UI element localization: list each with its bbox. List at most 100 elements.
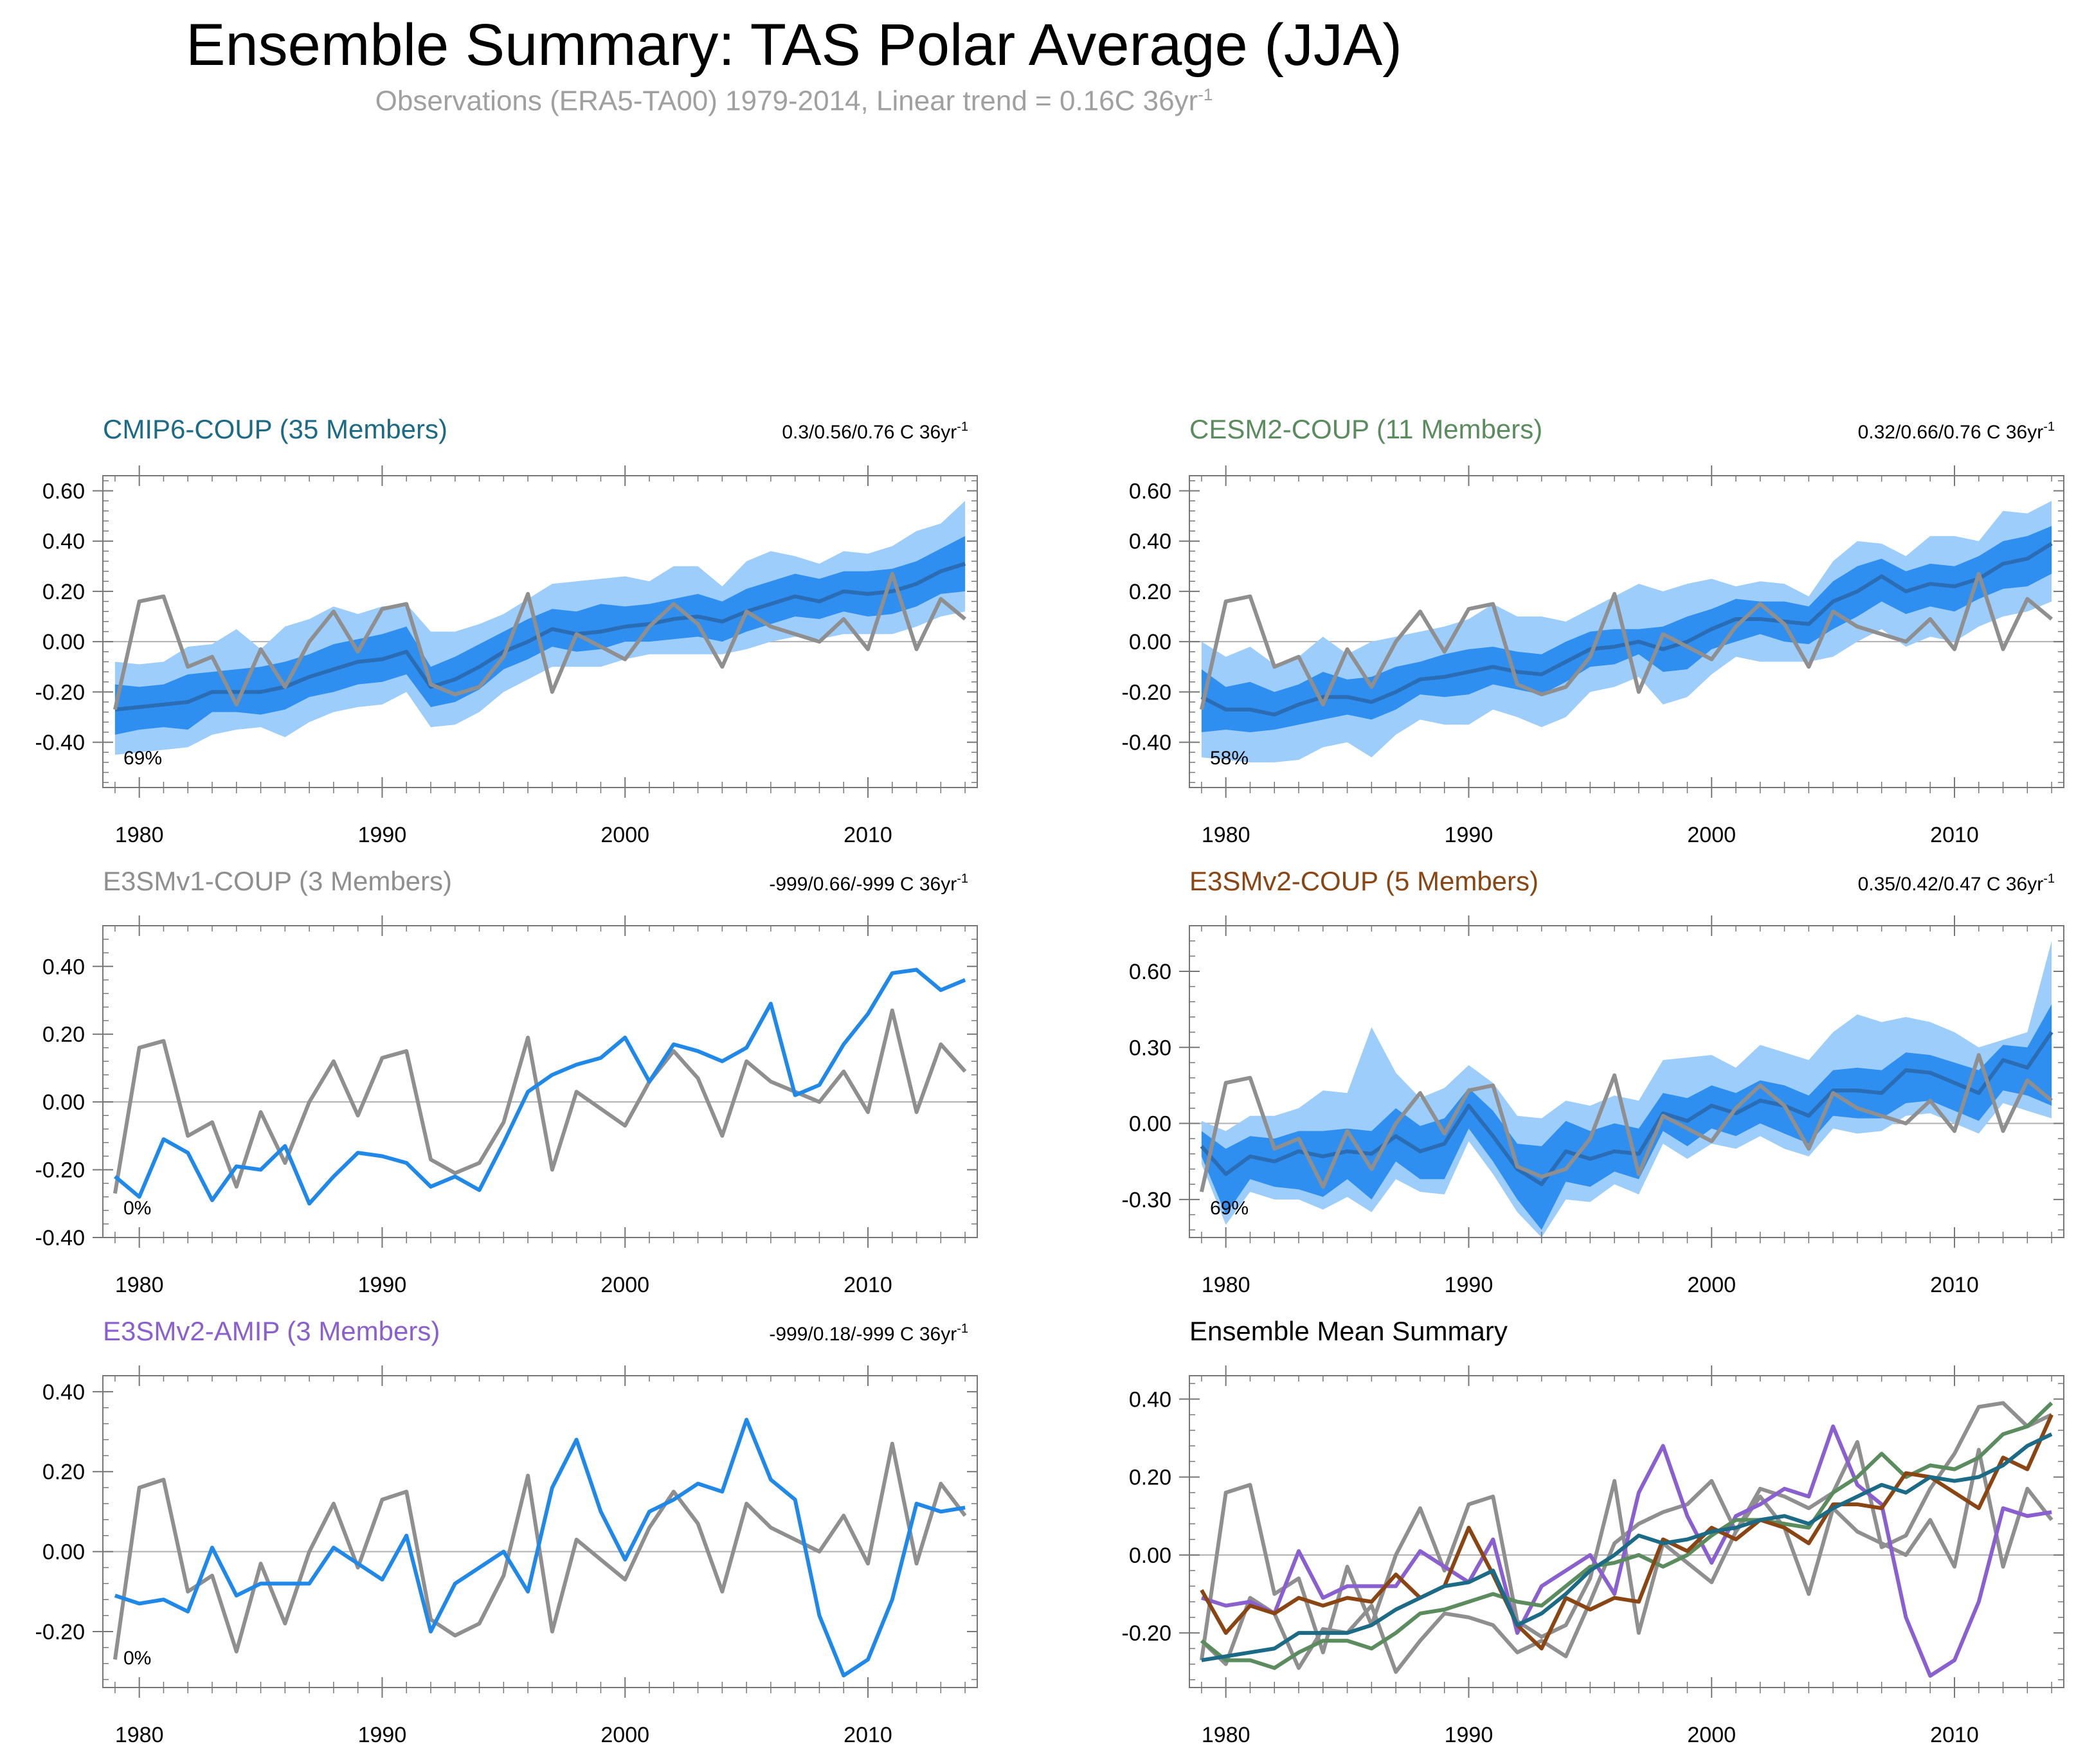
cesm2-y-tick-label: 0.20 <box>1129 580 1171 604</box>
e3smv1-trend-label: -999/0.66/-999 C 36yr-1 <box>769 872 968 895</box>
e3smv1-x-tick-label: 1980 <box>115 1273 164 1297</box>
ensmean-x-tick-label: 2000 <box>1687 1723 1736 1747</box>
cmip6-y-tick-label: -0.20 <box>35 680 86 705</box>
e3smv2-trend-text: 0.35/0.42/0.47 C 36yr <box>1858 874 2044 895</box>
cesm2-title: CESM2-COUP (11 Members) <box>1189 414 1542 444</box>
e3smv2amip-x-tick-label: 2010 <box>844 1723 892 1747</box>
e3smv2amip-plot-frame <box>102 1375 978 1688</box>
cmip6-title: CMIP6-COUP (35 Members) <box>103 414 447 444</box>
e3smv2-inner-band <box>1201 1004 2052 1230</box>
e3smv2amip-x-tick-label: 1990 <box>358 1723 407 1747</box>
e3smv1-plot-frame <box>102 925 978 1238</box>
e3smv2-mean-line <box>1200 1030 2053 1187</box>
e3smv2amip-panel: E3SMv2-AMIP (3 Members) -999/0.18/-999 C … <box>35 1316 978 1747</box>
ensmean-series-4-line <box>1200 1414 2053 1651</box>
e3smv2-x-tick-label: 1990 <box>1445 1273 1494 1297</box>
cmip6-x-tick-label: 2010 <box>844 823 892 847</box>
cmip6-trend-superscript: -1 <box>957 420 968 434</box>
cmip6-y-tick-label: 0.60 <box>42 479 85 503</box>
e3smv1-x-tick-label: 2000 <box>600 1273 649 1297</box>
subtitle-text: Observations (ERA5-TA00) 1979-2014, Line… <box>375 85 1198 117</box>
cesm2-trend-superscript: -1 <box>2043 420 2055 434</box>
cesm2-x-tick-label: 1990 <box>1445 823 1494 847</box>
cmip6-observations-line <box>113 572 967 710</box>
e3smv2amip-title: E3SMv2-AMIP (3 Members) <box>103 1316 440 1346</box>
e3smv2-title: E3SMv2-COUP (5 Members) <box>1189 866 1539 896</box>
cesm2-y-tick-label: 0.60 <box>1129 479 1171 503</box>
e3smv2amip-x-tick-label: 2000 <box>600 1723 649 1747</box>
cmip6-x-tick-label: 2000 <box>600 823 649 847</box>
e3smv2amip-y-tick-label: -0.20 <box>35 1620 86 1644</box>
e3smv2amip-percent-label: 0% <box>123 1648 151 1669</box>
cesm2-trend-label: 0.32/0.66/0.76 C 36yr-1 <box>1858 420 2055 443</box>
subtitle-superscript: -1 <box>1198 85 1213 104</box>
e3smv2-x-tick-label: 1980 <box>1202 1273 1250 1297</box>
cmip6-panel: CMIP6-COUP (35 Members) 0.3/0.56/0.76 C 3… <box>35 414 978 847</box>
ensmean-y-tick-label: 0.20 <box>1129 1466 1171 1490</box>
e3smv1-x-tick-label: 2010 <box>844 1273 892 1297</box>
cmip6-y-tick-label: 0.40 <box>42 530 85 554</box>
ensmean-panel: Ensemble Mean Summary -0.20 0.00 0.20 0.40 19… <box>1122 1316 2064 1747</box>
cmip6-x-tick-label: 1990 <box>358 823 407 847</box>
cesm2-x-tick-label: 2010 <box>1930 823 1979 847</box>
cmip6-trend-label: 0.3/0.56/0.76 C 36yr-1 <box>782 420 968 443</box>
ensmean-y-tick-label: 0.00 <box>1129 1544 1171 1568</box>
cesm2-x-tick-label: 2000 <box>1687 823 1736 847</box>
e3smv2-y-tick-label: -0.30 <box>1122 1188 1172 1212</box>
cmip6-percent-label: 69% <box>123 748 162 769</box>
cmip6-y-tick-label: 0.20 <box>42 580 85 604</box>
e3smv1-title: E3SMv1-COUP (3 Members) <box>103 866 452 896</box>
e3smv1-x-tick-label: 1990 <box>358 1273 407 1297</box>
e3smv2-panel: E3SMv2-COUP (5 Members) 0.35/0.42/0.47 C … <box>1122 866 2064 1297</box>
ensmean-x-tick-label: 2010 <box>1930 1723 1979 1747</box>
cesm2-y-tick-label: -0.20 <box>1122 680 1172 705</box>
figure-title: Ensemble Summary: TAS Polar Average (JJA… <box>186 12 1402 78</box>
e3smv2-y-tick-label: 0.30 <box>1129 1036 1171 1060</box>
e3smv1-observations-line <box>113 1008 967 1194</box>
e3smv1-y-tick-label: -0.40 <box>35 1226 86 1250</box>
e3smv1-y-tick-label: 0.40 <box>42 955 85 979</box>
cmip6-x-tick-label: 1980 <box>115 823 164 847</box>
ensmean-plot-frame <box>1189 1375 2064 1688</box>
cmip6-trend-text: 0.3/0.56/0.76 C 36yr <box>782 422 957 443</box>
e3smv2amip-observations-line <box>113 1441 967 1660</box>
e3smv1-model-line <box>113 968 966 1206</box>
cesm2-trend-text: 0.32/0.66/0.76 C 36yr <box>1858 422 2044 443</box>
e3smv2-trend-label: 0.35/0.42/0.47 C 36yr-1 <box>1858 872 2055 895</box>
ensmean-series-2-line <box>1200 1424 2052 1678</box>
ensmean-series-5-line <box>1201 1432 2053 1662</box>
e3smv2amip-y-tick-label: 0.20 <box>42 1460 85 1484</box>
e3smv2-percent-label: 69% <box>1210 1198 1249 1219</box>
e3smv2-y-tick-label: 0.00 <box>1129 1112 1171 1137</box>
cesm2-observations-line <box>1199 572 2053 710</box>
e3smv1-trend-text: -999/0.66/-999 C 36yr <box>769 874 957 895</box>
cmip6-y-tick-label: -0.40 <box>35 731 86 755</box>
e3smv2amip-trend-superscript: -1 <box>957 1322 968 1336</box>
ensmean-y-tick-label: 0.40 <box>1129 1387 1171 1412</box>
e3smv2amip-x-tick-label: 1980 <box>115 1723 164 1747</box>
cesm2-panel: CESM2-COUP (11 Members) 0.32/0.66/0.76 C … <box>1122 414 2064 847</box>
e3smv2-x-tick-label: 2010 <box>1930 1273 1979 1297</box>
ensmean-x-tick-label: 1990 <box>1445 1723 1494 1747</box>
ensmean-title: Ensemble Mean Summary <box>1189 1316 1508 1346</box>
figure-subtitle: Observations (ERA5-TA00) 1979-2014, Line… <box>0 85 1588 118</box>
e3smv1-percent-label: 0% <box>123 1198 151 1219</box>
cesm2-y-tick-label: -0.40 <box>1122 731 1172 755</box>
ensmean-y-tick-label: -0.20 <box>1122 1621 1172 1646</box>
e3smv1-y-tick-label: 0.20 <box>42 1023 85 1047</box>
cesm2-percent-label: 58% <box>1210 748 1249 769</box>
cmip6-y-tick-label: 0.00 <box>42 630 85 654</box>
ensmean-x-tick-label: 1980 <box>1202 1723 1250 1747</box>
e3smv1-panel: E3SMv1-COUP (3 Members) -999/0.66/-999 C … <box>35 866 978 1297</box>
e3smv2-y-tick-label: 0.60 <box>1129 960 1171 984</box>
e3smv2amip-model-line <box>114 1418 966 1678</box>
e3smv2amip-trend-text: -999/0.18/-999 C 36yr <box>769 1324 957 1345</box>
e3smv2amip-y-tick-label: 0.00 <box>42 1540 85 1565</box>
e3smv1-y-tick-label: 0.00 <box>42 1090 85 1115</box>
e3smv2-x-tick-label: 2000 <box>1687 1273 1736 1297</box>
e3smv2amip-y-tick-label: 0.40 <box>42 1380 85 1405</box>
e3smv1-y-tick-label: -0.20 <box>35 1158 86 1183</box>
e3smv1-trend-superscript: -1 <box>957 872 968 886</box>
cesm2-x-tick-label: 1980 <box>1202 823 1250 847</box>
